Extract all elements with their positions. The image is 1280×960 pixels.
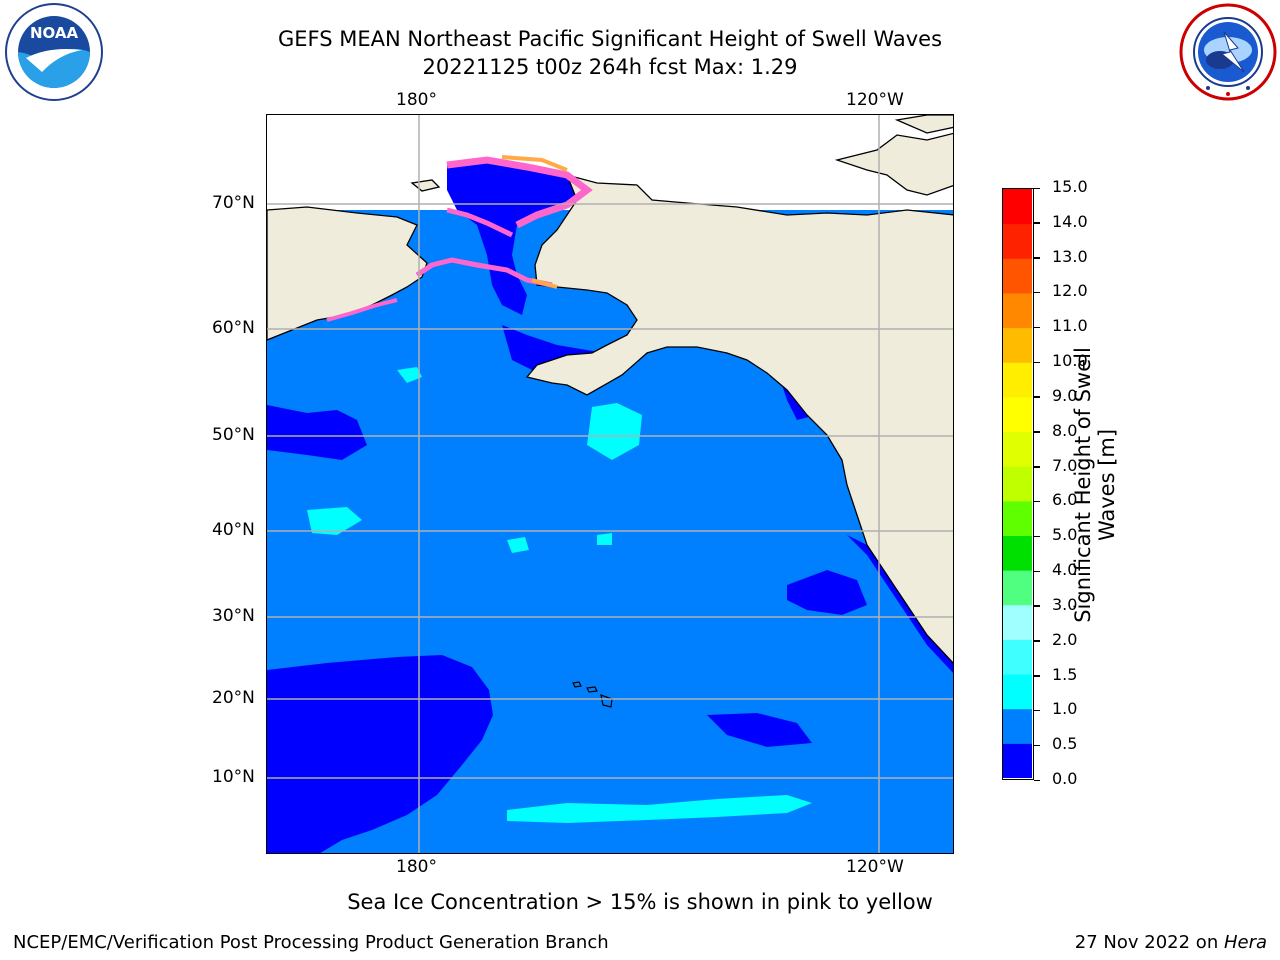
colorbar-tick-mark bbox=[1034, 535, 1040, 538]
colorbar-band bbox=[1003, 189, 1032, 225]
land-siberia bbox=[267, 206, 428, 341]
colorbar-band bbox=[1003, 396, 1032, 433]
lon-label-bottom-180: 180° bbox=[396, 857, 437, 877]
lat-label-40n: 40°N bbox=[212, 520, 255, 540]
colorbar-tick-mark bbox=[1034, 709, 1040, 712]
colorbar-tick-mark bbox=[1034, 675, 1040, 677]
colorbar-tick-label: 13.0 bbox=[1052, 246, 1088, 266]
lat-label-10n: 10°N bbox=[212, 767, 255, 787]
colorbar-tick-mark bbox=[1034, 570, 1040, 573]
map-canvas bbox=[267, 115, 953, 853]
colorbar-bands bbox=[1003, 189, 1032, 779]
colorbar-band bbox=[1003, 327, 1032, 363]
colorbar-tick-label: 11.0 bbox=[1052, 316, 1088, 336]
colorbar-tick-label: 0.0 bbox=[1052, 769, 1078, 788]
colorbar-tick-label: 7.0 bbox=[1052, 455, 1078, 475]
colorbar-tick-mark bbox=[1034, 222, 1040, 224]
colorbar-band bbox=[1003, 708, 1032, 744]
colorbar-band bbox=[1003, 466, 1032, 502]
colorbar-band bbox=[1003, 674, 1032, 710]
lon-label-bottom-120w: 120°W bbox=[846, 857, 904, 877]
colorbar-tick-mark bbox=[1034, 291, 1040, 294]
low-swell-california bbox=[847, 535, 953, 673]
colorbar-tick-label: 2.0 bbox=[1052, 629, 1078, 649]
lat-label-70n: 70°N bbox=[212, 193, 255, 213]
colorbar-tick-label: 14.0 bbox=[1052, 211, 1088, 231]
lat-label-60n: 60°N bbox=[212, 318, 255, 338]
colorbar-tick-mark bbox=[1034, 257, 1040, 259]
colorbar-tick-mark bbox=[1034, 744, 1040, 747]
colorbar-title-line2: Waves [m] bbox=[1095, 428, 1119, 542]
hawaii-islands bbox=[572, 681, 613, 708]
colorbar-tick-label: 5.0 bbox=[1052, 525, 1078, 545]
lat-label-50n: 50°N bbox=[212, 425, 255, 445]
map-panel bbox=[266, 114, 954, 854]
colorbar-title-line1: Significant Height of Swell bbox=[1071, 347, 1095, 623]
colorbar-tick-label: 8.0 bbox=[1052, 420, 1078, 440]
nws-logo bbox=[1178, 2, 1278, 102]
colorbar-band bbox=[1003, 535, 1032, 571]
footer-producer: NCEP/EMC/Verification Post Processing Pr… bbox=[13, 932, 609, 953]
colorbar-band bbox=[1003, 223, 1032, 259]
colorbar-tick-mark bbox=[1034, 640, 1040, 642]
colorbar-tick-mark bbox=[1034, 396, 1040, 398]
colorbar-tick-label: 9.0 bbox=[1052, 385, 1078, 405]
colorbar-tick-mark bbox=[1034, 605, 1040, 607]
graticule bbox=[267, 115, 953, 853]
colorbar-band bbox=[1003, 604, 1032, 640]
colorbar-tick-label: 1.0 bbox=[1052, 699, 1078, 719]
colorbar-band bbox=[1003, 258, 1032, 294]
colorbar-tick-label: 15.0 bbox=[1052, 177, 1088, 196]
colorbar-tick-mark bbox=[1034, 326, 1040, 329]
colorbar-tick-mark bbox=[1034, 500, 1040, 503]
footer-date-text: 27 Nov 2022 on bbox=[1074, 932, 1224, 953]
colorbar-tick-label: 4.0 bbox=[1052, 560, 1078, 580]
colorbar-tick-label: 12.0 bbox=[1052, 281, 1088, 301]
colorbar-tick-label: 3.0 bbox=[1052, 594, 1078, 614]
low-swell-west-tropics bbox=[267, 655, 493, 853]
colorbar-band bbox=[1003, 743, 1032, 779]
landmass bbox=[267, 115, 953, 664]
colorbar-tick-mark bbox=[1034, 779, 1040, 781]
colorbar bbox=[1002, 188, 1034, 780]
low-swell-east-tropics bbox=[707, 713, 812, 747]
colorbar-band bbox=[1003, 500, 1032, 536]
low-swell-chukchi bbox=[447, 160, 587, 315]
lon-label-top-120w: 120°W bbox=[846, 90, 904, 110]
chart-subtitle: 20221125 t00z 264h fcst Max: 1.29 bbox=[422, 55, 798, 79]
colorbar-tick-mark bbox=[1034, 431, 1040, 433]
chart-title: GEFS MEAN Northeast Pacific Significant … bbox=[277, 27, 943, 51]
low-swell-regions bbox=[267, 160, 953, 853]
colorbar-band bbox=[1003, 639, 1032, 675]
land-arctic-islands-north bbox=[894, 115, 953, 134]
colorbar-band bbox=[1003, 292, 1032, 329]
colorbar-band bbox=[1003, 431, 1032, 467]
sea-ice-note: Sea Ice Concentration > 15% is shown in … bbox=[347, 890, 933, 914]
colorbar-tick-mark bbox=[1034, 187, 1040, 189]
colorbar-band bbox=[1003, 570, 1032, 606]
lat-label-30n: 30°N bbox=[212, 606, 255, 626]
land-north-america bbox=[525, 174, 953, 664]
colorbar-tick-mark bbox=[1034, 361, 1040, 364]
colorbar-tick-label: 0.5 bbox=[1052, 734, 1078, 754]
colorbar-tick-label: 6.0 bbox=[1052, 490, 1078, 510]
colorbar-band bbox=[1003, 362, 1032, 398]
low-swell-west-midlat bbox=[267, 405, 367, 460]
lon-label-top-180: 180° bbox=[396, 90, 437, 110]
footer-machine: Hera bbox=[1223, 932, 1267, 953]
colorbar-tick-label: 10.0 bbox=[1052, 351, 1088, 371]
colorbar-tick-mark bbox=[1034, 466, 1040, 468]
swell-1-1p5m-patches bbox=[307, 367, 812, 823]
footer-date: 27 Nov 2022 on Hera bbox=[1075, 932, 1267, 953]
land-arctic-islands bbox=[834, 132, 953, 196]
noaa-logo: NOAA bbox=[4, 2, 104, 102]
sea-ice-fringe bbox=[326, 155, 593, 322]
low-swell-offshore bbox=[787, 570, 867, 615]
noaa-logo-text: NOAA bbox=[30, 24, 79, 42]
lat-label-20n: 20°N bbox=[212, 688, 255, 708]
colorbar-tick-label: 1.5 bbox=[1052, 664, 1078, 684]
